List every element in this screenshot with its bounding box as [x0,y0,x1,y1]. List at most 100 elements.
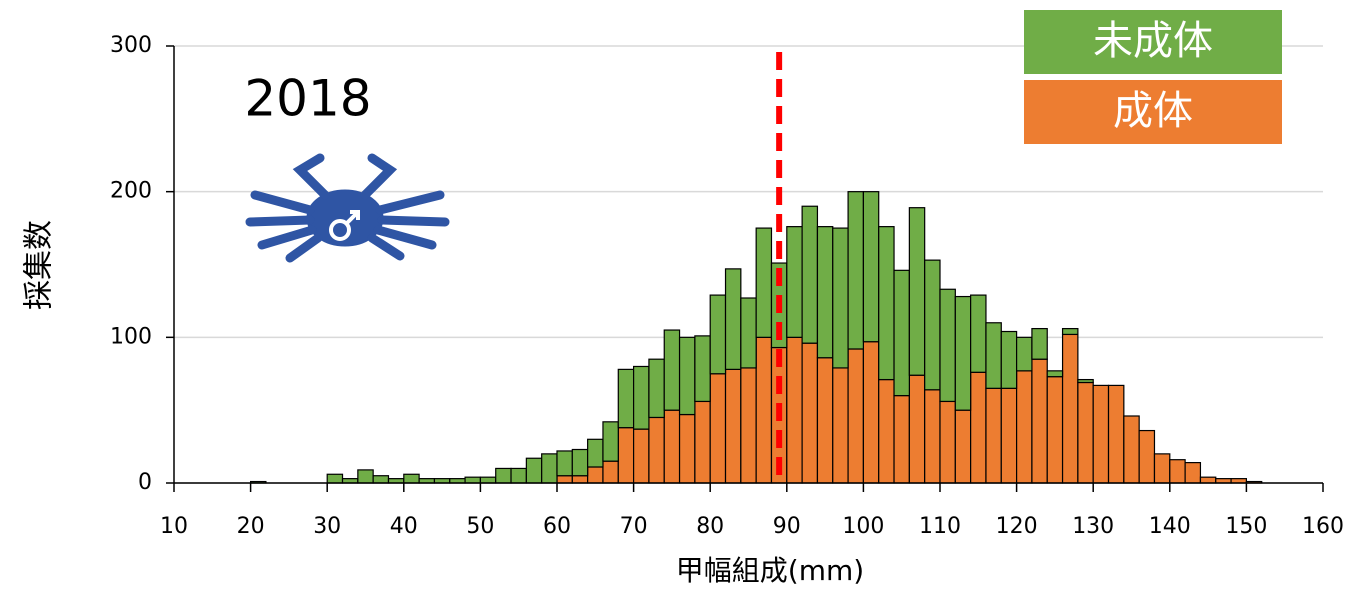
bar-segment [756,228,771,337]
bar-segment [1078,380,1093,383]
bar-segment [879,227,894,380]
y-tick-label: 200 [110,179,152,204]
bar-segment [1063,334,1078,483]
bar-segment [817,227,832,358]
bar-segment [1032,359,1047,483]
bar-segment [496,468,511,483]
bar-segment [557,476,572,483]
bar-segment [480,477,495,483]
bar-segment [572,449,587,475]
x-tick-label: 120 [996,514,1038,539]
bar-segment [1032,329,1047,360]
x-tick-label: 90 [773,514,801,539]
bar-segment [741,368,756,483]
bar-segment [695,336,710,402]
bar-segment [404,474,419,483]
bar-segment [940,289,955,401]
bar-segment [802,206,817,343]
bar-segment [710,295,725,374]
bar-segment [557,451,572,476]
x-axis-title: 甲幅組成(mm) [676,554,864,587]
bar-segment [1200,477,1215,483]
bar-segment [649,417,664,483]
bar-segment [649,359,664,417]
bar-segment [848,192,863,349]
bar-segment [879,380,894,483]
x-tick-label: 140 [1149,514,1191,539]
x-tick-label: 110 [919,514,961,539]
bar-segment [817,358,832,483]
bar-segment [833,368,848,483]
bar-segment [955,297,970,411]
bar-segment [1185,463,1200,483]
bar-segment [986,323,1001,389]
bar-segment [802,343,817,483]
bar-segment [695,401,710,483]
x-tick-label: 70 [620,514,648,539]
bar-segment [511,468,526,483]
x-tick-label: 50 [466,514,494,539]
bar-segment [618,428,633,483]
bar-segment [848,349,863,483]
bar-segment [618,369,633,427]
bar-segment [1001,388,1016,483]
bar-segment [373,476,388,483]
y-tick-label: 0 [138,470,152,495]
bar-segment [756,337,771,483]
bar-segment [327,474,342,483]
bar-segment [787,337,802,483]
bar-segment [925,260,940,390]
bar-segment [726,269,741,370]
y-axis-title: 採集数 [22,220,57,310]
chart: 2018 甲幅組成(mm) 採集数 0100200300102030405060… [0,0,1362,593]
bar-segment [1078,382,1093,483]
bar-segment [955,410,970,483]
x-tick-label: 100 [842,514,884,539]
bar-segment [909,208,924,376]
bar-segment [787,227,802,338]
bar-segment [1170,460,1185,483]
bar-segment [1093,385,1108,483]
year-annotation: 2018 [244,70,371,128]
bar-segment [542,454,557,483]
bar-segment [909,375,924,483]
bar-segment [833,228,848,368]
bar-segment [1047,377,1062,483]
x-tick-label: 60 [543,514,571,539]
bar-segment [664,410,679,483]
bar-segment [680,415,695,483]
bar-segment [710,374,725,483]
legend-label: 成体 [1113,88,1193,134]
y-tick-label: 100 [110,324,152,349]
bar-segment [588,467,603,483]
bar-segment [634,366,649,429]
bar-segment [1109,385,1124,483]
bar-segment [894,270,909,395]
x-tick-label: 150 [1225,514,1267,539]
bar-segment [1047,371,1062,377]
bar-segment [358,470,373,483]
bar-segment [986,388,1001,483]
bar-segment [971,372,986,483]
bar-segment [971,295,986,372]
crab-icon [250,158,445,258]
bar-segment [572,476,587,483]
bar-segment [894,396,909,483]
bar-segment [664,330,679,410]
bar-segment [863,192,878,342]
bar-segment [465,477,480,483]
bar-segment [680,337,695,414]
bar-segment [603,461,618,483]
bar-segment [1139,431,1154,483]
x-tick-label: 40 [390,514,418,539]
x-tick-label: 160 [1302,514,1344,539]
bar-segment [588,439,603,467]
bar-segment [1124,416,1139,483]
bar-segment [940,401,955,483]
x-tick-label: 20 [237,514,265,539]
x-tick-label: 10 [160,514,188,539]
bar-segment [863,342,878,483]
y-tick-label: 300 [110,33,152,58]
x-tick-label: 130 [1072,514,1114,539]
bar-segment [726,369,741,483]
